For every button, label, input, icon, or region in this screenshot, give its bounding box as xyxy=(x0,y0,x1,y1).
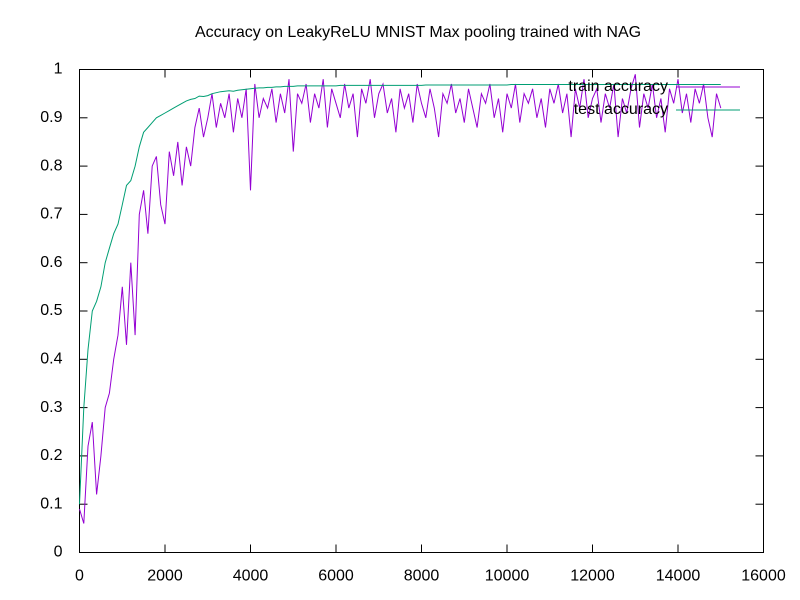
chart-title: Accuracy on LeakyReLU MNIST Max pooling … xyxy=(195,24,641,41)
x-tick-label: 12000 xyxy=(570,568,615,585)
series-line xyxy=(79,74,722,524)
series-line xyxy=(79,84,721,505)
y-tick-label: 0.3 xyxy=(40,399,62,416)
x-tick-label: 10000 xyxy=(485,568,530,585)
x-tick-label: 16000 xyxy=(741,568,786,585)
x-tick-label: 8000 xyxy=(404,568,440,585)
y-tick-label: 0.4 xyxy=(40,351,62,368)
y-tick-label: 0.6 xyxy=(40,254,62,271)
y-tick-label: 1 xyxy=(54,61,63,78)
legend-label: train accuracy xyxy=(568,78,668,95)
x-tick-label: 0 xyxy=(75,568,84,585)
legend-label: test accuracy xyxy=(574,101,668,118)
x-tick-label: 4000 xyxy=(233,568,269,585)
y-tick-label: 0.7 xyxy=(40,206,62,223)
y-tick-label: 0.5 xyxy=(40,302,62,319)
plot-frame xyxy=(79,69,764,553)
x-tick-label: 14000 xyxy=(656,568,701,585)
x-tick-label: 2000 xyxy=(147,568,183,585)
x-tick-label: 6000 xyxy=(318,568,354,585)
y-tick-label: 0.2 xyxy=(40,447,62,464)
y-tick-label: 0.8 xyxy=(40,157,62,174)
y-tick-label: 0.9 xyxy=(40,109,62,126)
y-tick-label: 0 xyxy=(54,544,63,561)
y-tick-label: 0.1 xyxy=(40,495,62,512)
